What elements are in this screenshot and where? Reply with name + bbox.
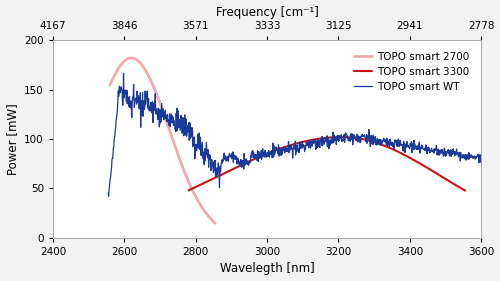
- Y-axis label: Power [mW]: Power [mW]: [6, 103, 18, 175]
- X-axis label: Frequency [cm⁻¹]: Frequency [cm⁻¹]: [216, 6, 318, 19]
- TOPO smart WT: [120, 72, 126, 75]
- TOPO smart 2700: [170, 138, 175, 141]
- TOPO smart WT: [404, 145, 409, 148]
- Legend: TOPO smart 2700, TOPO smart 3300, TOPO smart WT: TOPO smart 2700, TOPO smart 3300, TOPO s…: [348, 45, 476, 98]
- TOPO smart 2700: [172, 144, 178, 148]
- Line: TOPO smart 3300: TOPO smart 3300: [188, 137, 465, 191]
- TOPO smart 3300: [339, 135, 345, 139]
- TOPO smart 3300: [186, 188, 192, 192]
- TOPO smart 2700: [170, 139, 176, 142]
- TOPO smart WT: [257, 157, 263, 160]
- TOPO smart 3300: [462, 189, 468, 192]
- TOPO smart 3300: [437, 174, 443, 177]
- TOPO smart 3300: [356, 137, 362, 140]
- TOPO smart 2700: [203, 211, 209, 214]
- TOPO smart 2700: [196, 201, 202, 204]
- TOPO smart 2700: [212, 221, 218, 225]
- TOPO smart 3300: [420, 163, 426, 167]
- TOPO smart WT: [105, 191, 111, 195]
- TOPO smart WT: [106, 194, 112, 198]
- TOPO smart 3300: [186, 189, 192, 192]
- TOPO smart 3300: [351, 136, 357, 139]
- X-axis label: Wavelegth [nm]: Wavelegth [nm]: [220, 262, 314, 275]
- Line: TOPO smart WT: TOPO smart WT: [108, 74, 481, 196]
- TOPO smart WT: [270, 146, 276, 149]
- TOPO smart 2700: [107, 83, 113, 87]
- TOPO smart WT: [362, 136, 368, 139]
- TOPO smart WT: [478, 158, 484, 161]
- TOPO smart 3300: [350, 136, 356, 139]
- TOPO smart WT: [144, 90, 150, 93]
- Line: TOPO smart 2700: TOPO smart 2700: [110, 58, 216, 223]
- TOPO smart WT: [397, 144, 403, 148]
- TOPO smart 2700: [108, 83, 114, 86]
- TOPO smart 2700: [128, 56, 134, 60]
